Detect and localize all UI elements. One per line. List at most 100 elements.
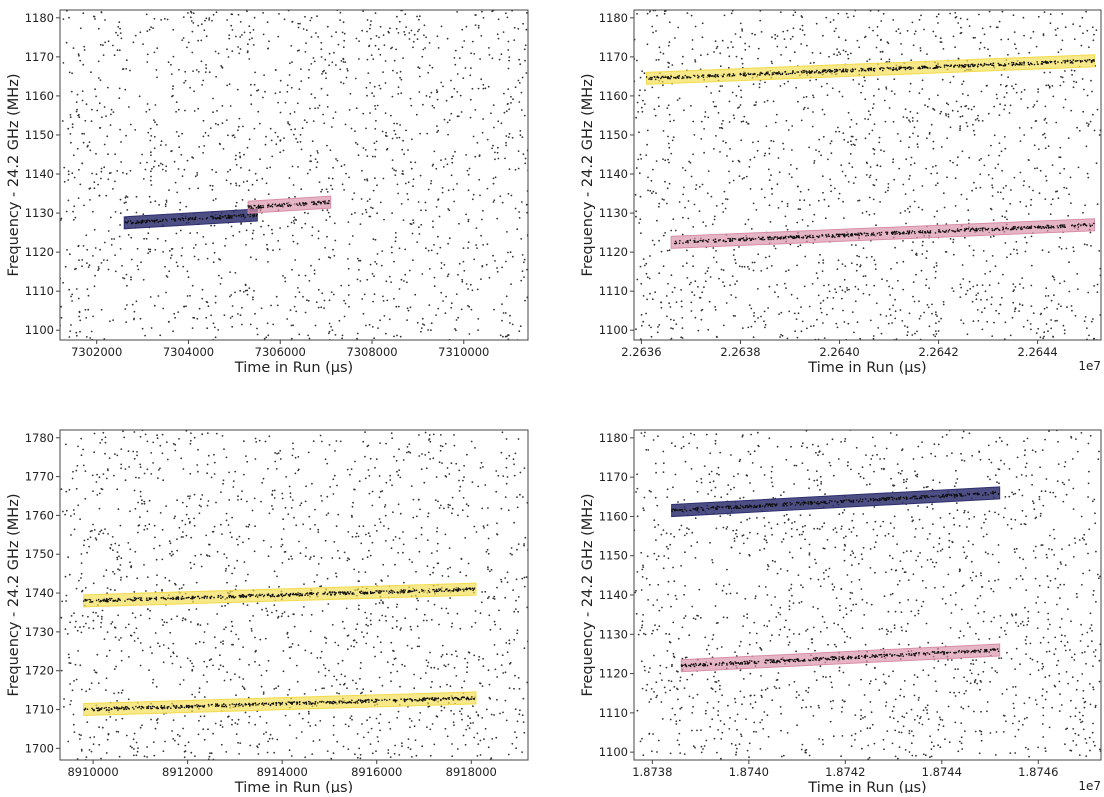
noise-point (734, 259, 736, 261)
noise-point (808, 147, 810, 149)
noise-point (794, 51, 796, 53)
track-point (964, 64, 966, 66)
noise-point (325, 668, 327, 670)
noise-point (897, 280, 899, 282)
noise-point (1097, 203, 1099, 205)
noise-point (154, 121, 156, 123)
noise-point (134, 311, 136, 313)
noise-point (999, 21, 1001, 23)
noise-point (385, 333, 387, 335)
noise-point (853, 182, 855, 184)
track-point (764, 74, 766, 76)
noise-point (98, 744, 100, 746)
track-point (784, 71, 786, 73)
noise-point (171, 248, 173, 250)
noise-point (422, 49, 424, 51)
noise-point (757, 317, 759, 319)
track-point (749, 238, 751, 240)
noise-point (669, 121, 671, 123)
track-point (1059, 225, 1061, 227)
noise-point (487, 243, 489, 245)
track-point (994, 229, 996, 231)
noise-point (855, 300, 857, 302)
noise-point (844, 321, 846, 323)
noise-point (1076, 273, 1078, 275)
noise-point (380, 88, 382, 90)
noise-point (822, 192, 824, 194)
noise-point (440, 450, 442, 452)
noise-point (93, 628, 95, 630)
track-point (963, 65, 965, 67)
noise-point (189, 232, 191, 234)
noise-point (968, 219, 970, 221)
noise-point (505, 312, 507, 314)
track-point (908, 67, 910, 69)
noise-point (999, 142, 1001, 144)
noise-point (472, 481, 474, 483)
noise-point (429, 729, 431, 731)
noise-point (703, 128, 705, 130)
noise-point (521, 201, 523, 203)
noise-point (154, 537, 156, 539)
track-point (722, 75, 724, 77)
noise-point (887, 190, 889, 192)
noise-point (120, 212, 122, 214)
noise-point (997, 27, 999, 29)
noise-point (475, 24, 477, 26)
noise-point (469, 74, 471, 76)
noise-point (496, 676, 498, 678)
noise-point (984, 307, 986, 309)
noise-point (293, 134, 295, 136)
noise-point (237, 46, 239, 48)
noise-point (120, 467, 122, 469)
noise-point (131, 747, 133, 749)
noise-point (764, 311, 766, 313)
noise-point (671, 64, 673, 66)
noise-point (696, 184, 698, 186)
noise-point (385, 82, 387, 84)
noise-point (713, 101, 715, 103)
noise-point (969, 281, 971, 283)
noise-point (995, 167, 997, 169)
noise-point (294, 259, 296, 261)
noise-point (473, 136, 475, 138)
noise-point (873, 338, 875, 340)
noise-point (254, 128, 256, 130)
noise-point (276, 296, 278, 298)
noise-point (482, 84, 484, 86)
noise-point (909, 136, 911, 138)
noise-point (304, 223, 306, 225)
noise-point (176, 550, 178, 552)
noise-point (73, 219, 75, 221)
noise-point (185, 80, 187, 82)
noise-point (399, 124, 401, 126)
noise-point (84, 120, 86, 122)
noise-point (263, 74, 265, 76)
noise-point (358, 40, 360, 42)
noise-point (480, 35, 482, 37)
noise-point (978, 320, 980, 322)
noise-point (280, 80, 282, 82)
noise-point (953, 254, 955, 256)
noise-point (322, 209, 324, 211)
noise-point (114, 153, 116, 155)
noise-point (277, 305, 279, 307)
noise-point (681, 300, 683, 302)
noise-point (428, 512, 430, 514)
noise-point (710, 92, 712, 94)
noise-point (796, 318, 798, 320)
noise-point (456, 11, 458, 13)
noise-point (457, 748, 459, 750)
noise-point (210, 127, 212, 129)
noise-point (673, 319, 675, 321)
noise-point (75, 268, 77, 270)
noise-point (647, 43, 649, 45)
track-point (1091, 61, 1093, 63)
noise-point (824, 114, 826, 116)
noise-point (982, 329, 984, 331)
noise-point (433, 107, 435, 109)
track-point (964, 228, 966, 230)
noise-point (254, 84, 256, 86)
noise-point (69, 330, 71, 332)
noise-point (1012, 317, 1014, 319)
